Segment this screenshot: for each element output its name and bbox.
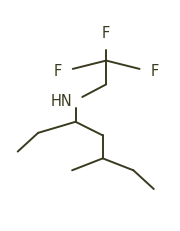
Text: F: F xyxy=(150,64,159,79)
Text: HN: HN xyxy=(50,94,72,109)
Text: F: F xyxy=(54,64,62,79)
Text: F: F xyxy=(102,26,110,41)
